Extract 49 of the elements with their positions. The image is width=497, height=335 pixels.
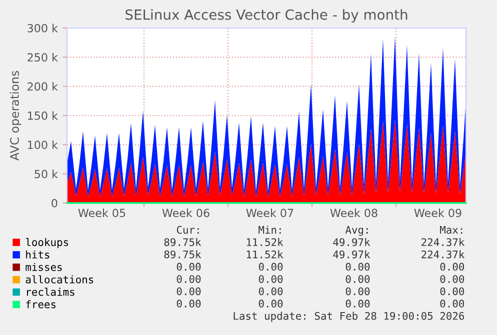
text: 0.00 bbox=[176, 262, 201, 271]
text: 0.00 bbox=[176, 275, 201, 283]
text: 49.97k bbox=[333, 238, 370, 246]
text: 0.00 bbox=[258, 287, 283, 296]
text: 11.52k bbox=[246, 238, 284, 246]
text: 0.00 bbox=[440, 275, 464, 283]
legend-label: reclaims bbox=[27, 288, 74, 296]
x-tick-label: Week 09 bbox=[414, 208, 462, 218]
y-axis-title: AVC operations bbox=[10, 70, 22, 161]
text: 0.00 bbox=[176, 300, 201, 308]
text: 11.52k bbox=[246, 250, 284, 258]
text: 0.00 bbox=[440, 262, 464, 271]
text: 89.75k bbox=[164, 250, 202, 258]
x-tick-label: Week 07 bbox=[246, 208, 294, 218]
y-tick-label: 300 k bbox=[28, 24, 58, 32]
text: 224.37k bbox=[422, 238, 465, 246]
y-tick-label: 150 k bbox=[28, 111, 58, 120]
legend-label: allocations bbox=[26, 275, 94, 284]
text: 0.00 bbox=[346, 300, 370, 308]
text: 0.00 bbox=[440, 287, 464, 296]
text: 0.00 bbox=[346, 262, 370, 271]
text: Cur: bbox=[176, 226, 199, 234]
text: 0.00 bbox=[346, 275, 370, 283]
legend-label: lookups bbox=[26, 238, 68, 248]
text: 0.00 bbox=[258, 300, 283, 308]
x-tick-label: Week 08 bbox=[330, 208, 378, 218]
y-tick-label: 0 bbox=[52, 198, 58, 208]
text: 0.00 bbox=[176, 287, 201, 296]
chart-title: SELinux Access Vector Cache - by month bbox=[126, 9, 408, 23]
legend-label: misses bbox=[26, 262, 62, 272]
text: Avg: bbox=[345, 226, 368, 236]
text: Max: bbox=[440, 226, 462, 234]
text: 224.37k bbox=[422, 250, 465, 258]
text: 0.00 bbox=[258, 275, 283, 283]
text: 49.97k bbox=[333, 250, 370, 258]
text: 0.00 bbox=[346, 287, 370, 296]
x-tick-label: Week 06 bbox=[162, 208, 210, 218]
text: Last update: Sat Feb 28 19:00:05 2026 bbox=[234, 312, 464, 322]
x-tick-label: Week 05 bbox=[78, 208, 126, 218]
text: 0.00 bbox=[258, 262, 283, 271]
text: 89.75k bbox=[164, 238, 202, 246]
y-tick-label: 100 k bbox=[28, 140, 58, 150]
y-tick-label: 200 k bbox=[28, 82, 58, 91]
y-tick-label: 50 k bbox=[34, 170, 58, 178]
legend-label: hits bbox=[26, 250, 50, 259]
legend-label: frees bbox=[26, 300, 56, 308]
y-tick-label: 250 k bbox=[28, 52, 58, 62]
text: Min: bbox=[258, 226, 281, 234]
text: 0.00 bbox=[440, 300, 464, 308]
